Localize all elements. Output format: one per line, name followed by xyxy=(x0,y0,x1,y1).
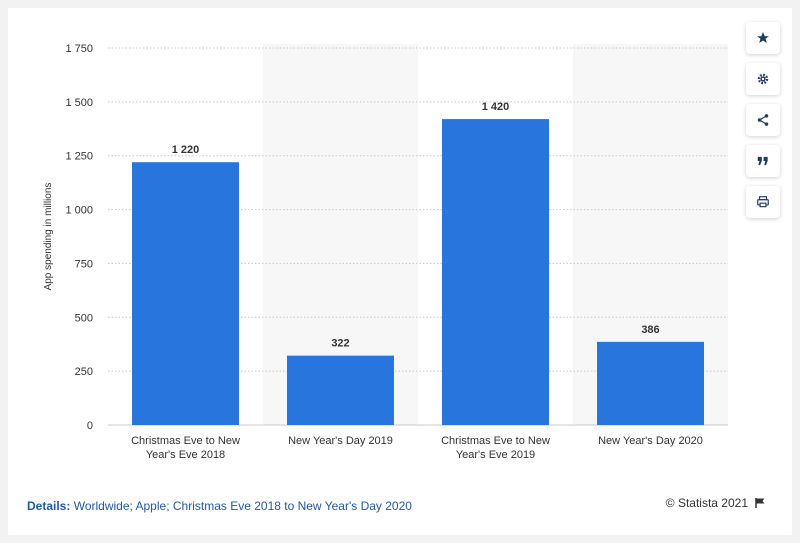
y-tick-label: 1 250 xyxy=(65,151,93,163)
bar xyxy=(132,162,239,426)
y-tick-label: 750 xyxy=(75,258,93,270)
bar xyxy=(597,341,704,425)
y-tick-label: 250 xyxy=(75,366,93,378)
favorite-button[interactable] xyxy=(746,22,780,54)
y-axis-label: App spending in millions xyxy=(43,183,54,291)
copyright: © Statista 2021 xyxy=(666,496,766,510)
x-tick-label: New Year's Day 2019 xyxy=(288,435,393,447)
star-icon xyxy=(757,32,769,43)
details-text[interactable]: Worldwide; Apple; Christmas Eve 2018 to … xyxy=(73,499,412,513)
print-button[interactable] xyxy=(746,186,780,218)
chart-card: 0 250 500 750 1 000 1 250 1 500 1 750 App spendi… xyxy=(8,8,792,535)
share-button[interactable] xyxy=(746,104,780,136)
print-icon xyxy=(757,196,769,208)
copyright-text[interactable]: © Statista 2021 xyxy=(665,496,748,510)
x-tick-label: Christmas Eve to New Year's Eve 2019 xyxy=(441,435,550,461)
y-tick-label: 1 750 xyxy=(65,43,93,55)
x-tick-label: New Year's Day 2020 xyxy=(598,435,703,447)
bar xyxy=(287,355,394,425)
details-note: Details: Worldwide; Apple; Christmas Eve… xyxy=(27,499,412,513)
y-tick-label: 500 xyxy=(75,312,93,324)
x-tick-label: Christmas Eve to New Year's Eve 2018 xyxy=(131,435,240,461)
y-tick-label: 1 500 xyxy=(65,97,93,109)
value-label: 386 xyxy=(641,324,659,336)
gear-icon xyxy=(757,73,769,85)
cite-button[interactable] xyxy=(746,145,780,177)
y-tick-label: 0 xyxy=(87,420,93,432)
flag-icon[interactable] xyxy=(754,497,766,509)
chart-toolbar xyxy=(746,22,786,227)
settings-button[interactable] xyxy=(746,63,780,95)
y-tick-label: 1 000 xyxy=(65,205,93,217)
value-label: 1 220 xyxy=(172,144,200,156)
details-label: Details: xyxy=(27,499,71,513)
value-label: 1 420 xyxy=(482,101,510,113)
quote-icon xyxy=(757,156,768,166)
share-icon xyxy=(757,114,769,126)
value-label: 322 xyxy=(331,338,349,350)
bar-chart: 0 250 500 750 1 000 1 250 1 500 1 750 App spendi… xyxy=(43,43,728,461)
bar xyxy=(442,119,549,425)
